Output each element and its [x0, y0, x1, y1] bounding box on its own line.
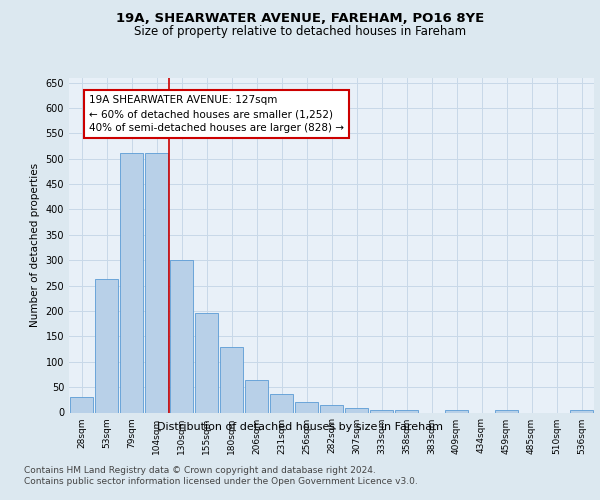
Bar: [395, 410, 418, 412]
Bar: [570, 410, 593, 412]
Y-axis label: Number of detached properties: Number of detached properties: [30, 163, 40, 327]
Bar: [270, 394, 293, 412]
Bar: [295, 402, 318, 412]
Bar: [495, 410, 518, 412]
Text: 19A, SHEARWATER AVENUE, FAREHAM, PO16 8YE: 19A, SHEARWATER AVENUE, FAREHAM, PO16 8Y…: [116, 12, 484, 26]
Bar: [170, 260, 193, 412]
Bar: [145, 153, 168, 412]
Text: Distribution of detached houses by size in Fareham: Distribution of detached houses by size …: [157, 422, 443, 432]
Text: Contains HM Land Registry data © Crown copyright and database right 2024.: Contains HM Land Registry data © Crown c…: [24, 466, 376, 475]
Bar: [120, 152, 143, 412]
Bar: [370, 410, 393, 412]
Bar: [195, 313, 218, 412]
Text: Size of property relative to detached houses in Fareham: Size of property relative to detached ho…: [134, 25, 466, 38]
Bar: [220, 346, 243, 412]
Bar: [320, 406, 343, 412]
Bar: [70, 398, 93, 412]
Text: Contains public sector information licensed under the Open Government Licence v3: Contains public sector information licen…: [24, 478, 418, 486]
Bar: [345, 408, 368, 412]
Bar: [445, 410, 468, 412]
Bar: [95, 279, 118, 412]
Text: 19A SHEARWATER AVENUE: 127sqm
← 60% of detached houses are smaller (1,252)
40% o: 19A SHEARWATER AVENUE: 127sqm ← 60% of d…: [89, 96, 344, 134]
Bar: [245, 380, 268, 412]
